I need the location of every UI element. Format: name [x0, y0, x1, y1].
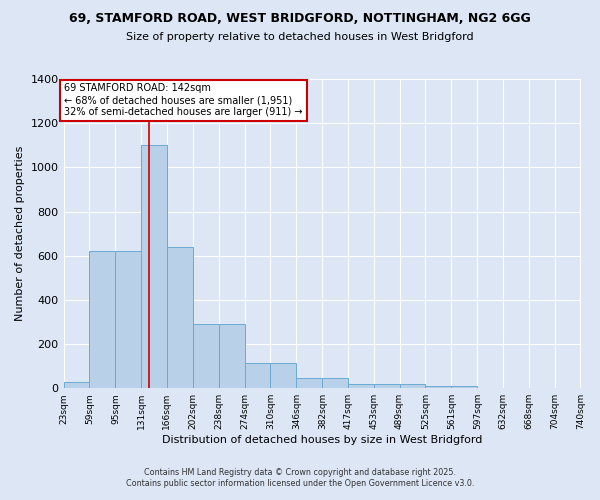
- Bar: [374, 384, 400, 388]
- Bar: [115, 251, 142, 388]
- Text: 69 STAMFORD ROAD: 142sqm
← 68% of detached houses are smaller (1,951)
32% of sem: 69 STAMFORD ROAD: 142sqm ← 68% of detach…: [64, 84, 303, 116]
- Bar: [296, 378, 322, 388]
- Bar: [142, 146, 167, 388]
- Bar: [245, 363, 271, 388]
- Text: Size of property relative to detached houses in West Bridgford: Size of property relative to detached ho…: [126, 32, 474, 42]
- Bar: [425, 386, 451, 388]
- Bar: [64, 382, 89, 388]
- Bar: [347, 384, 374, 388]
- X-axis label: Distribution of detached houses by size in West Bridgford: Distribution of detached houses by size …: [162, 435, 482, 445]
- Bar: [193, 324, 218, 388]
- Bar: [218, 324, 245, 388]
- Text: Contains HM Land Registry data © Crown copyright and database right 2025.
Contai: Contains HM Land Registry data © Crown c…: [126, 468, 474, 487]
- Bar: [89, 251, 115, 388]
- Bar: [451, 386, 478, 388]
- Bar: [322, 378, 347, 388]
- Bar: [167, 247, 193, 388]
- Bar: [400, 384, 425, 388]
- Bar: [271, 363, 296, 388]
- Text: 69, STAMFORD ROAD, WEST BRIDGFORD, NOTTINGHAM, NG2 6GG: 69, STAMFORD ROAD, WEST BRIDGFORD, NOTTI…: [69, 12, 531, 26]
- Y-axis label: Number of detached properties: Number of detached properties: [15, 146, 25, 322]
